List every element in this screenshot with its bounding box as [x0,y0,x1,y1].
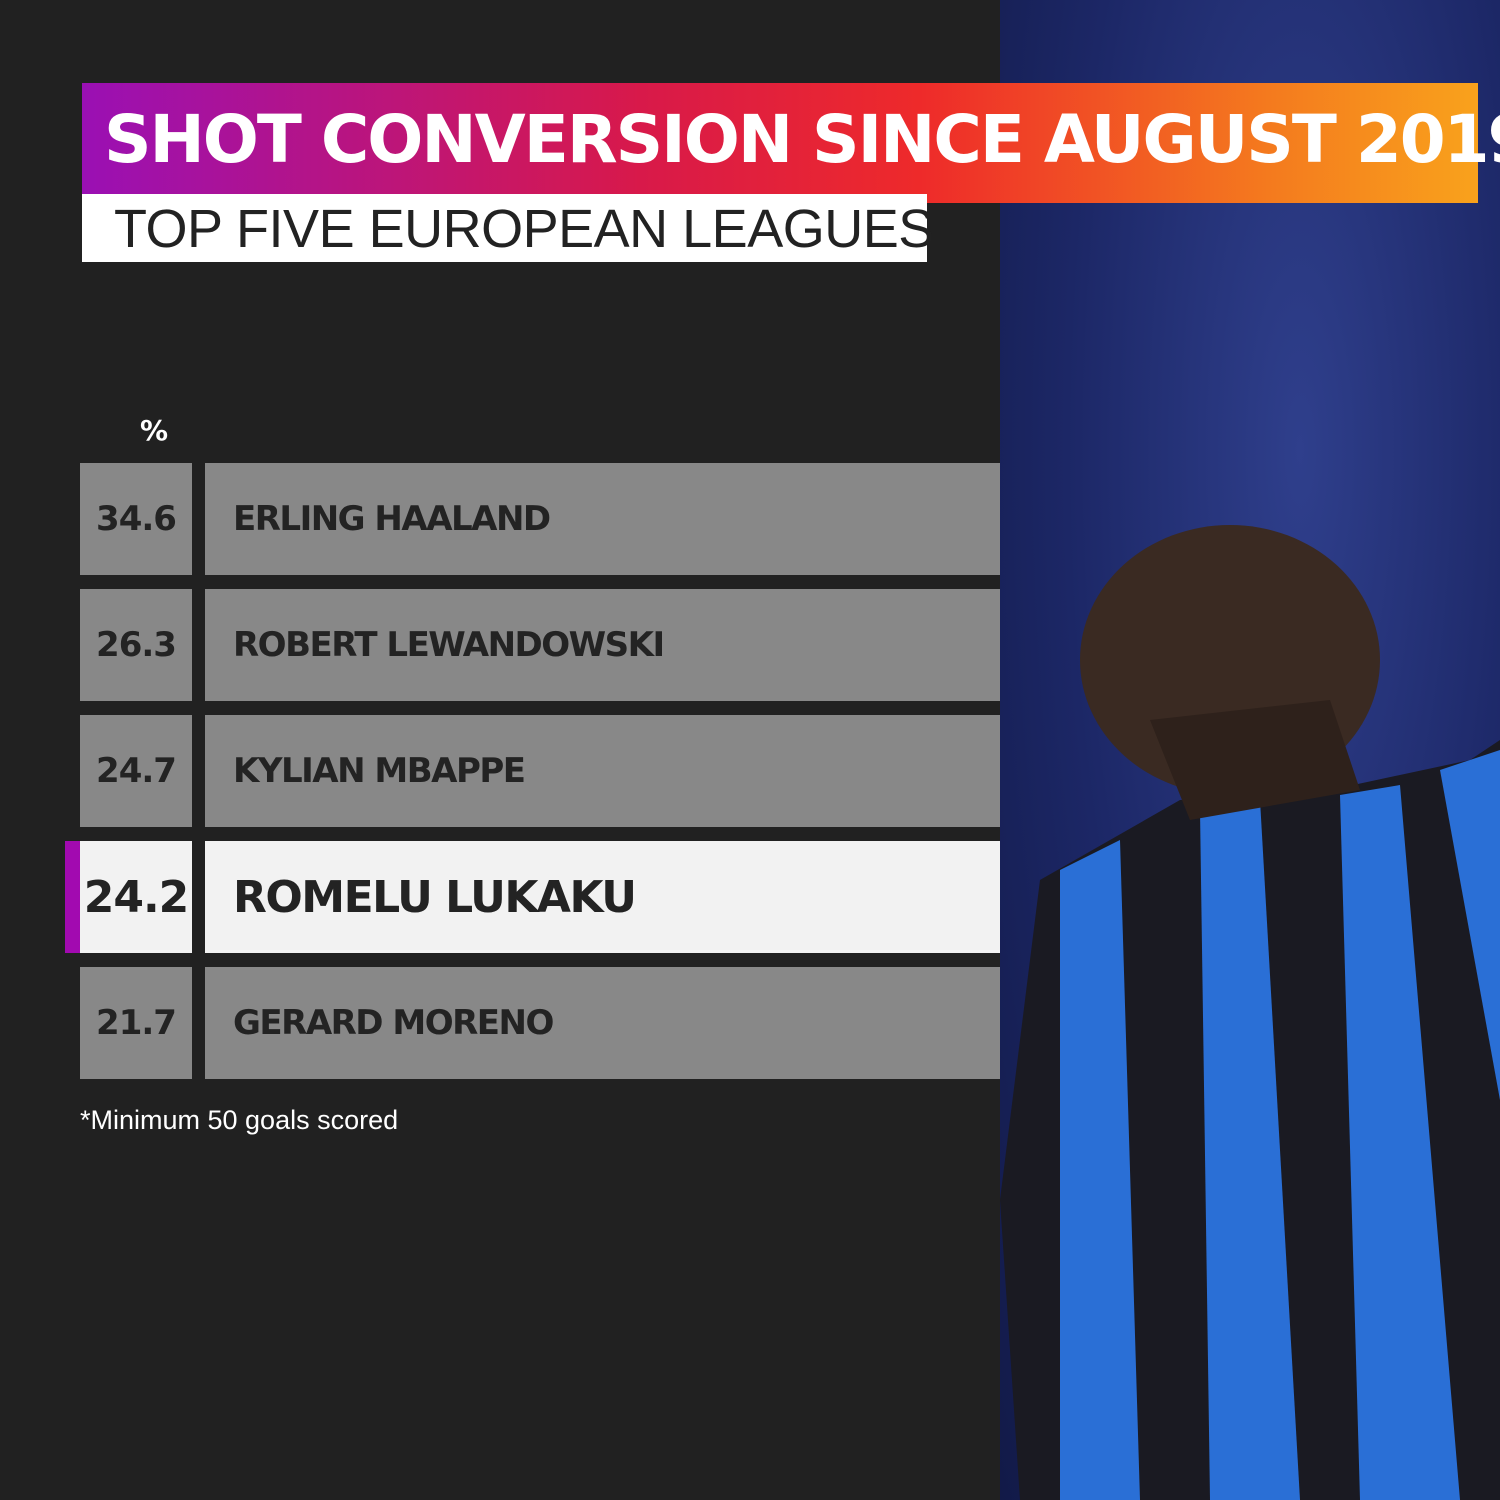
table-row: 24.7 KYLIAN MBAPPE [80,715,1000,827]
footnote: *Minimum 50 goals scored [80,1105,399,1135]
player-name-cell: ROMELU LUKAKU [205,841,1000,953]
table-row: 26.3 ROBERT LEWANDOWSKI [80,589,1000,701]
value-cell: 34.6 [80,463,192,575]
player-name: ROMELU LUKAKU [233,871,637,923]
highlight-stripe [65,841,80,953]
value-cell: 24.2 [80,841,192,953]
player-name-cell: ROBERT LEWANDOWSKI [205,589,1000,701]
value-cell: 24.7 [80,715,192,827]
player-name: ERLING HAALAND [233,499,551,539]
player-name: ROBERT LEWANDOWSKI [233,625,665,665]
player-name-cell: KYLIAN MBAPPE [205,715,1000,827]
unit-label: % [140,414,169,447]
chart-title-banner: SHOT CONVERSION SINCE AUGUST 2019 [82,83,1500,203]
player-name-cell: GERARD MORENO [205,967,1000,1079]
player-illustration [1000,525,1500,1500]
table-row: 24.2 ROMELU LUKAKU [65,841,1000,953]
chart-subtitle: TOP FIVE EUROPEAN LEAGUES [114,199,934,259]
value-cell: 21.7 [80,967,192,1079]
player-name-cell: ERLING HAALAND [205,463,1000,575]
player-name: GERARD MORENO [233,1003,554,1043]
value-cell: 26.3 [80,589,192,701]
chart-subtitle-box: TOP FIVE EUROPEAN LEAGUES [82,194,934,262]
table-row: 34.6 ERLING HAALAND [80,463,1000,575]
player-photo [1000,0,1500,1500]
table-row: 21.7 GERARD MORENO [80,967,1000,1079]
player-name: KYLIAN MBAPPE [233,751,526,791]
chart-title: SHOT CONVERSION SINCE AUGUST 2019 [104,101,1500,178]
